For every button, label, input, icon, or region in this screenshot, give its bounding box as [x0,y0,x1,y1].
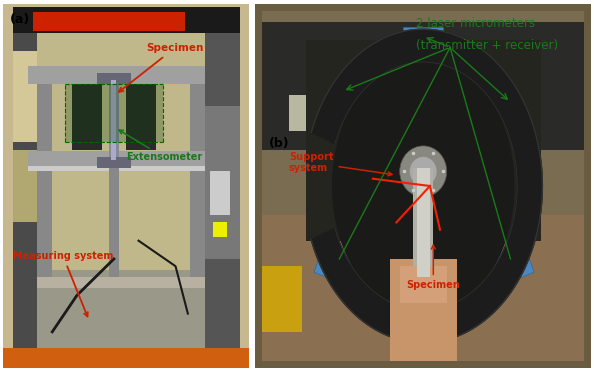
Bar [33,12,185,31]
FancyBboxPatch shape [486,83,535,128]
Bar [112,80,116,160]
Bar [205,11,239,350]
Bar [27,66,205,84]
Bar [37,277,205,288]
Bar [13,11,37,350]
Bar [262,215,584,361]
Bar [413,168,433,277]
FancyBboxPatch shape [314,245,361,288]
Bar [416,168,430,277]
Bar [390,259,457,361]
Bar [27,151,205,171]
Bar [289,95,524,131]
Bar [13,150,37,222]
Bar [262,22,584,150]
Bar [13,7,239,33]
Text: 2 laser micrometers: 2 laser micrometers [416,17,535,30]
FancyBboxPatch shape [403,28,443,53]
Bar [37,33,205,350]
Text: Extensometer: Extensometer [119,130,203,163]
Bar [400,266,447,303]
Bar [210,171,230,215]
Polygon shape [333,58,514,314]
Bar [3,348,249,368]
Text: Support
system: Support system [289,152,392,176]
FancyBboxPatch shape [487,245,534,288]
Text: (b): (b) [269,137,289,150]
FancyBboxPatch shape [314,73,362,120]
Bar [126,84,156,150]
Polygon shape [311,29,542,343]
Bar [213,222,228,237]
Bar [205,106,239,259]
Bar [13,51,37,142]
Bar [109,168,119,277]
Circle shape [410,157,437,186]
Bar [306,40,541,241]
Bar [72,84,102,150]
Bar [65,84,163,142]
Bar [109,80,119,160]
Bar [27,166,205,171]
Bar [97,157,131,168]
Circle shape [400,146,447,197]
Bar [37,270,205,350]
Text: Specimen: Specimen [406,245,460,290]
Text: (a): (a) [10,13,31,26]
Bar [97,73,131,84]
Bar [262,266,302,332]
Text: (transmitter + receiver): (transmitter + receiver) [416,39,558,52]
Text: Measuring system: Measuring system [13,251,113,317]
Bar [190,77,205,277]
Text: Specimen: Specimen [119,43,203,92]
Bar [37,77,52,277]
